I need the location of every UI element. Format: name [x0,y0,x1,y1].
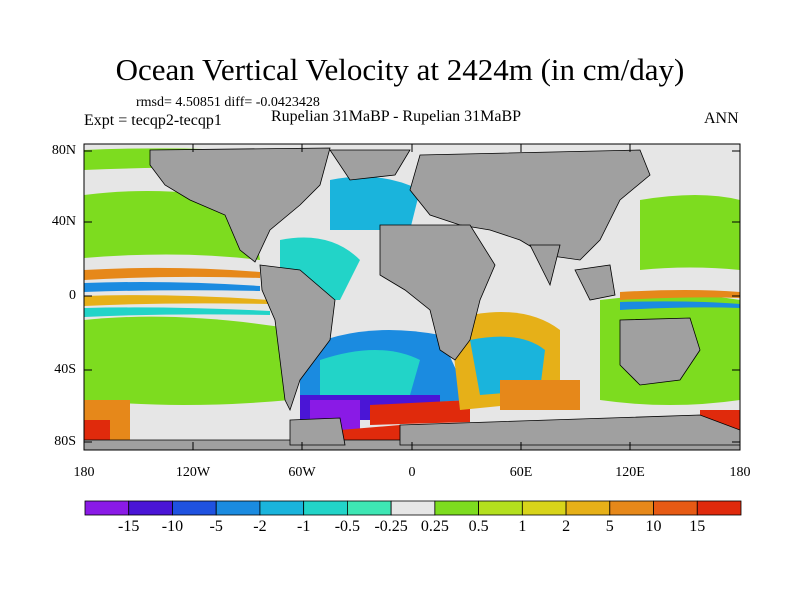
colorbar-swatch [128,500,173,516]
colorbar-label: 15 [689,518,706,535]
colorbar-swatch [172,500,217,516]
colorbar-swatch [84,500,130,516]
chart-title: Ocean Vertical Velocity at 2424m (in cm/… [115,52,685,87]
colorbar-swatch [565,500,611,516]
colorbar-label: -10 [161,518,184,535]
colorbar-swatch [696,500,742,516]
lat-label-0: 0 [69,288,76,303]
colorbar-label: -1 [296,518,311,535]
colorbar-label: 5 [605,518,614,535]
lat-label-80n: 80N [51,143,76,158]
colorbar-label: -15 [118,518,140,535]
lon-label-180e: 180 [729,465,751,480]
colorbar-label: -5 [209,518,223,535]
colorbar-swatch [346,500,392,516]
colorbar-swatch [653,500,698,516]
colorbar-swatch [259,500,305,516]
colorbar-swatch [478,500,523,516]
period-label: Rupelian 31MaBP - Rupelian 31MaBP [271,108,522,125]
lat-label-80s: 80S [54,434,76,449]
colorbar-label: 0.5 [468,518,489,535]
colorbar-swatch [303,500,348,516]
experiment-label: Expt = tecqp2-tecqp1 [84,112,222,129]
colorbar-swatch [609,500,654,516]
colorbar-label: 2 [562,518,571,535]
colorbar-label: 1 [518,518,527,535]
lat-label-40s: 40S [54,362,76,377]
land-masses [84,147,740,450]
colorbar-label: -0.25 [374,518,408,535]
colorbar-label: -0.5 [334,518,361,535]
colorbar-label: 0.25 [420,518,449,535]
lon-label-120w: 120W [175,465,211,480]
colorbar-swatch [390,500,436,516]
colorbar-swatch [215,500,261,516]
lon-label-120e: 120E [615,465,645,480]
lon-label-60e: 60E [509,465,533,480]
colorbar-swatch [434,500,480,516]
lat-label-40n: 40N [51,214,76,229]
axis-ticks [83,144,741,450]
colorbar-swatch [521,500,567,516]
season-label: ANN [704,110,739,127]
lon-label-180w: 180 [73,465,95,480]
lon-label-60w: 60W [288,465,316,480]
lon-label-0: 0 [408,465,416,480]
colorbar-label: 10 [645,518,662,535]
colorbar-label: -2 [253,518,267,535]
colorbar [84,500,742,516]
stats-line: rmsd= 4.50851 diff= -0.0423428 [136,95,320,110]
